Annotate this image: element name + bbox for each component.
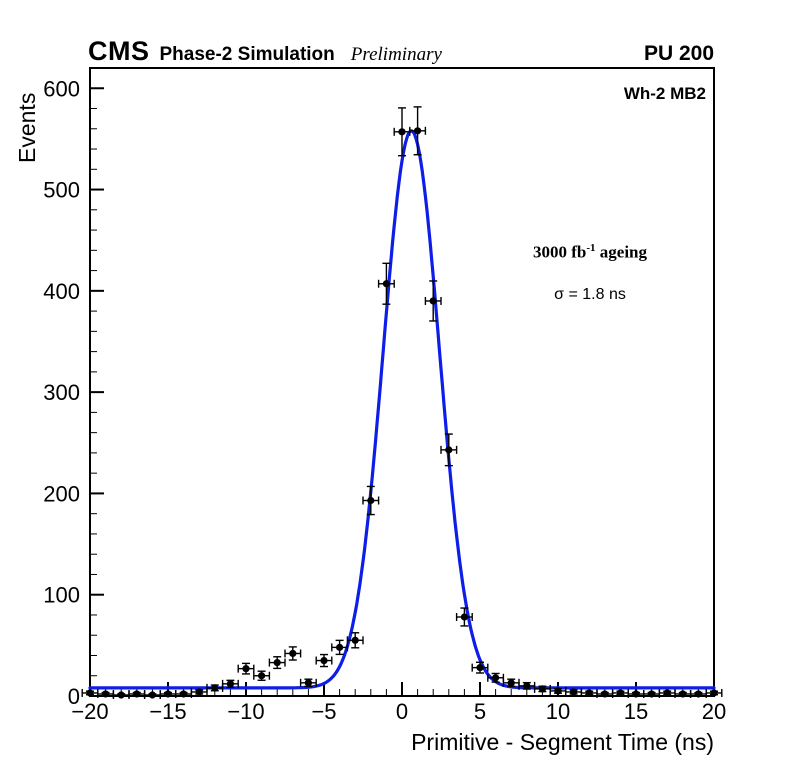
data-point-marker [195, 688, 203, 696]
chamber-label: Wh-2 MB2 [623, 84, 706, 103]
data-point-marker [367, 496, 375, 505]
x-axis-title: Primitive - Segment Time (ns) [411, 729, 714, 755]
plot-frame [89, 67, 715, 697]
data-point-marker [133, 690, 141, 698]
pileup-label: PU 200 [643, 42, 714, 65]
x-tick-label: −5 [311, 699, 336, 724]
ageing-suffix: ageing [595, 242, 648, 262]
ageing-prefix: 3000 fb [532, 242, 587, 262]
data-point-marker [710, 689, 718, 697]
plot-header: CMS Phase-2 Simulation Preliminary PU 20… [88, 36, 714, 67]
data-point-marker [258, 672, 266, 680]
error-bars [81, 106, 723, 699]
data-point-marker [585, 689, 593, 697]
y-tick-label: 300 [43, 380, 80, 405]
y-axis-title: Events [14, 92, 40, 163]
data-point-marker [211, 684, 219, 692]
preliminary-label: Preliminary [350, 44, 442, 65]
data-point-marker [273, 658, 281, 667]
data-point-marker [570, 688, 578, 696]
data-point-marker [242, 665, 250, 673]
x-tick-label: −15 [149, 699, 186, 724]
data-point-marker [445, 446, 453, 454]
data-point-marker [460, 613, 468, 621]
data-point-marker [336, 643, 344, 651]
y-tick-label: 100 [43, 583, 80, 608]
y-tick-label: 600 [43, 76, 80, 101]
data-point-marker [117, 691, 125, 699]
data-point-marker [382, 280, 390, 288]
data-point-marker [538, 685, 547, 693]
data-point-marker [648, 690, 656, 698]
data-point-marker [679, 690, 687, 698]
data-point-marker [523, 682, 531, 690]
x-tick-label: 15 [624, 699, 648, 724]
sigma-label: σ = 1.8 ns [554, 286, 626, 303]
x-tick-label: 0 [396, 699, 408, 724]
x-tick-label: 20 [702, 699, 726, 724]
data-point-marker [320, 656, 328, 665]
data-point-marker [507, 679, 515, 687]
data-point-marker [632, 690, 640, 698]
data-point-marker [429, 297, 437, 305]
x-tick-label: 10 [546, 699, 570, 724]
data-point-marker [304, 679, 312, 687]
data-point-marker [492, 674, 500, 682]
gaussian-fit-curve [88, 129, 716, 690]
x-tick-label: −20 [71, 699, 108, 724]
data-point-marker [663, 689, 671, 697]
data-point-marker [226, 680, 234, 688]
data-points [86, 127, 718, 699]
data-point-marker [148, 691, 156, 699]
simulation-label: Phase-2 Simulation [159, 44, 335, 65]
data-point-marker [351, 636, 359, 644]
data-point-marker [164, 690, 172, 698]
x-tick-label: −10 [227, 699, 264, 724]
data-point-marker [616, 689, 625, 697]
x-tick-label: 5 [474, 699, 486, 724]
data-point-marker [601, 690, 609, 698]
data-point-marker [414, 127, 422, 135]
y-tick-label: 200 [43, 481, 80, 506]
data-point-marker [554, 687, 562, 695]
data-point-marker [694, 690, 703, 698]
ageing-exponent: -1 [586, 242, 596, 254]
data-point-marker [398, 128, 406, 136]
data-point-marker [180, 690, 188, 698]
experiment-label: CMS [88, 36, 150, 66]
data-point-marker [476, 664, 484, 672]
data-point-marker [86, 689, 94, 697]
y-tick-label: 0 [68, 684, 80, 709]
data-point-marker [289, 649, 297, 658]
y-tick-label: 400 [43, 279, 80, 304]
data-point-marker [102, 690, 110, 698]
y-tick-label: 500 [43, 178, 80, 203]
ageing-label: 3000 fb-1 ageing [488, 242, 692, 263]
